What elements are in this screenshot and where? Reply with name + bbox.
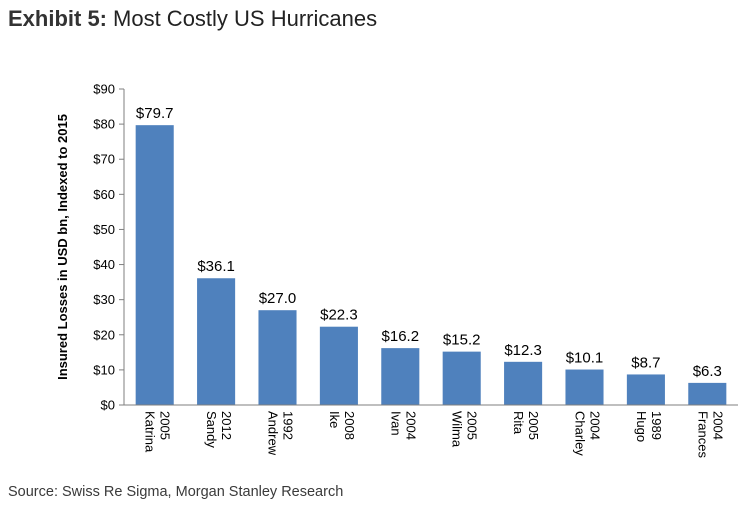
x-tick-year: 1992: [281, 411, 296, 440]
y-tick-label: $40: [93, 257, 115, 272]
bar: [626, 374, 665, 405]
x-tick-year: 2005: [158, 411, 173, 440]
chart-title: Most Costly US Hurricanes: [113, 6, 378, 31]
bar: [504, 361, 543, 405]
data-labels: $79.7 $36.1 $27.0 $22.3 $16.2 $15.2 $12.3 $10.1…: [136, 105, 722, 380]
data-label: $12.3: [504, 342, 542, 359]
x-tick-year: 2008: [342, 411, 357, 440]
x-tick-name: Andrew: [266, 411, 281, 456]
exhibit-title: Exhibit 5: Most Costly US Hurricanes: [8, 4, 377, 34]
bar: [381, 348, 420, 405]
data-label: $10.1: [566, 350, 604, 367]
y-tick-label: $20: [93, 327, 115, 342]
data-label: $27.0: [259, 290, 297, 307]
data-label: $16.2: [382, 328, 420, 345]
bar: [258, 310, 297, 405]
data-label: $22.3: [320, 307, 358, 324]
bar: [319, 326, 358, 405]
y-tick-label: $0: [101, 398, 115, 413]
exhibit-number: Exhibit 5:: [8, 6, 108, 31]
x-tick-name: Sandy: [204, 411, 219, 448]
x-tick-name: Ike: [327, 411, 342, 428]
x-tick-year: 2005: [465, 411, 480, 440]
bar: [135, 125, 174, 406]
bar: [688, 382, 727, 405]
bar: [197, 278, 236, 405]
data-label: $15.2: [443, 332, 481, 349]
x-tick-name: Rita: [511, 411, 526, 435]
x-tick-year: 2004: [588, 411, 603, 440]
bar: [442, 351, 481, 405]
x-tick-name: Katrina: [143, 411, 158, 453]
bar: [565, 369, 604, 405]
x-tick-year: 2012: [219, 411, 234, 440]
x-tick-year: 1989: [649, 411, 664, 440]
x-tick-year: 2004: [403, 411, 418, 440]
x-tick-name: Wilma: [450, 411, 465, 448]
y-axis: $0 $10 $20 $30 $40 $50 $60 $70 $80 $90: [93, 82, 125, 413]
y-tick-label: $50: [93, 222, 115, 237]
source-note: Source: Swiss Re Sigma, Morgan Stanley R…: [8, 484, 344, 500]
y-tick-label: $70: [93, 152, 115, 167]
y-tick-label: $10: [93, 362, 115, 377]
data-label: $6.3: [693, 363, 722, 380]
x-tick-year: 2005: [526, 411, 541, 440]
x-tick-name: Frances: [695, 411, 710, 458]
y-tick-label: $30: [93, 292, 115, 307]
y-tick-label: $90: [93, 82, 115, 97]
data-label: $8.7: [631, 354, 660, 371]
bar-chart: $0 $10 $20 $30 $40 $50 $60 $70 $80 $90 $79.7 $36.1…: [55, 82, 738, 458]
y-axis-title: Insured Losses in USD bn, Indexed to 201…: [55, 114, 70, 380]
data-label: $79.7: [136, 105, 174, 122]
bars: [135, 125, 727, 406]
x-tick-name: Charley: [573, 411, 588, 456]
y-tick-label: $60: [93, 187, 115, 202]
x-tick-name: Ivan: [388, 411, 403, 436]
y-tick-label: $80: [93, 117, 115, 132]
x-tick-year: 2004: [710, 411, 725, 440]
x-tick-name: Hugo: [634, 411, 649, 442]
data-label: $36.1: [197, 258, 235, 275]
